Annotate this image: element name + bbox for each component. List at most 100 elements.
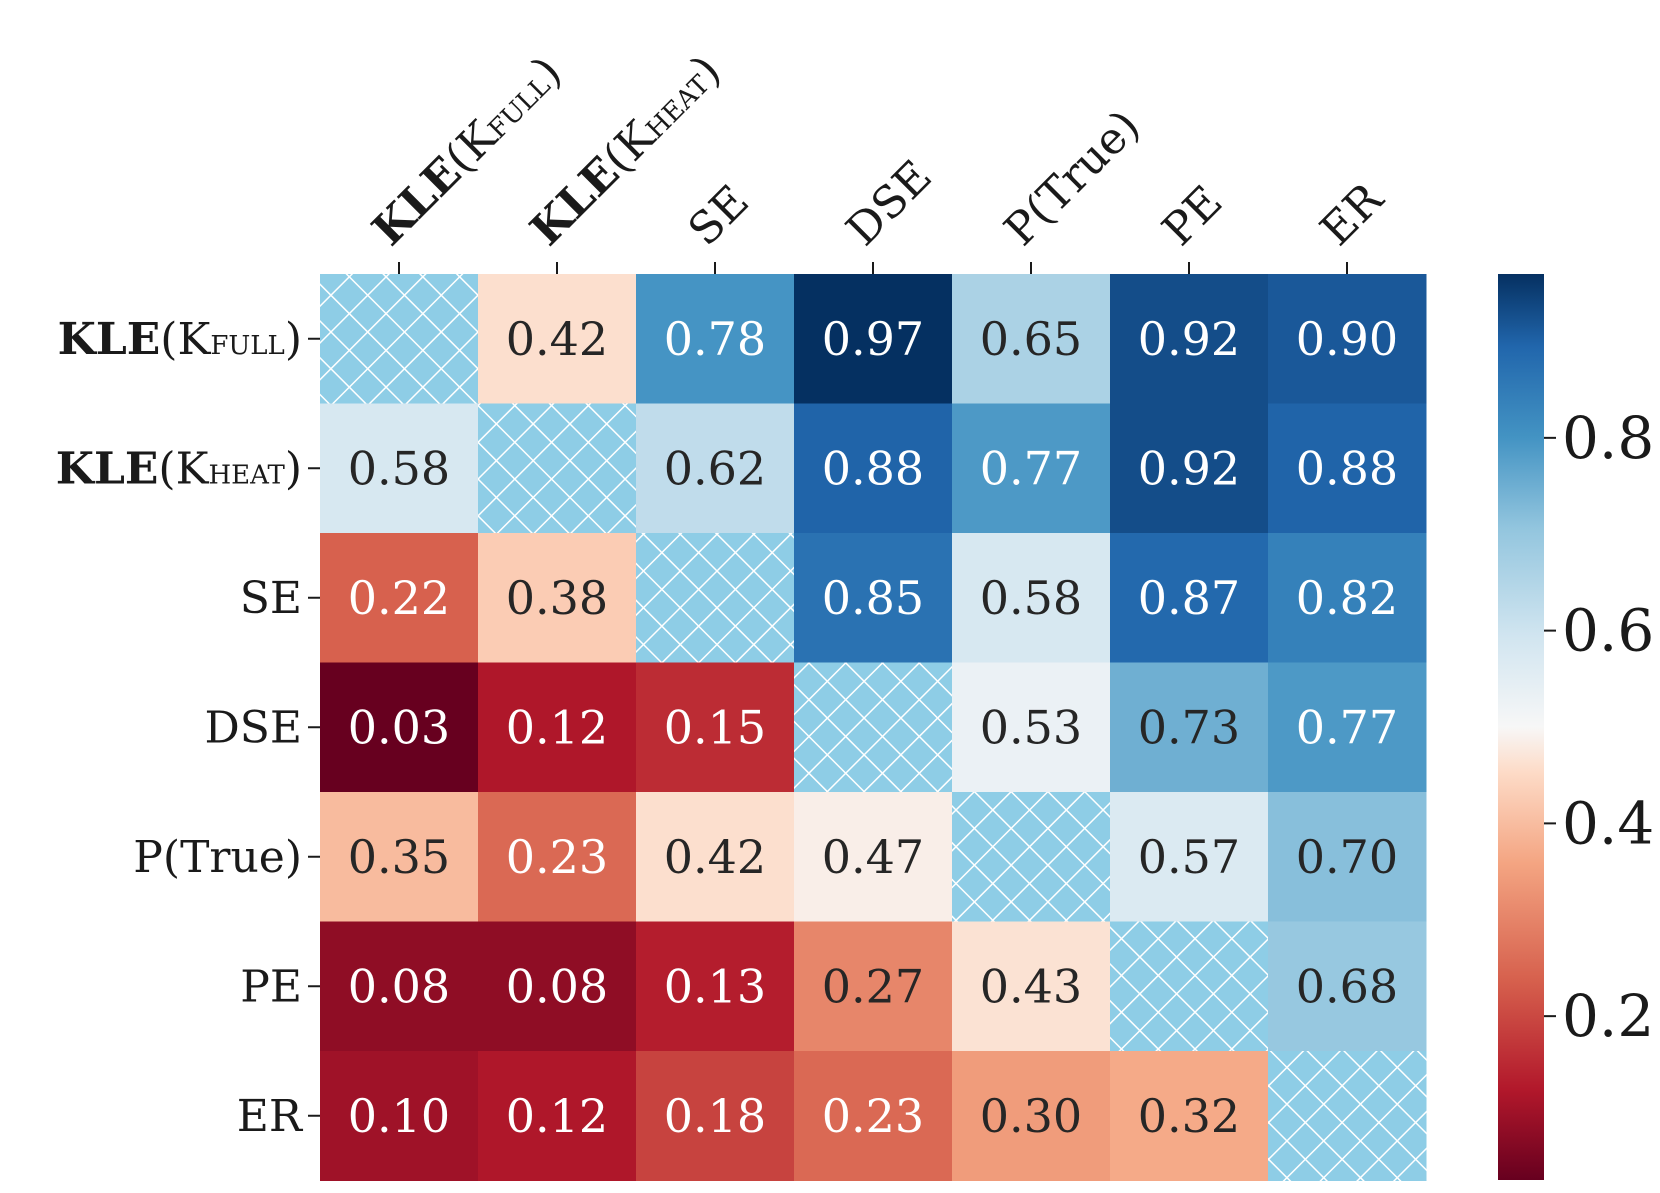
cell-value-label: 0.18	[664, 1089, 766, 1143]
label-main: DSE	[837, 151, 942, 256]
row-label: DSE	[204, 702, 302, 753]
cell-value-label: 0.62	[664, 441, 766, 495]
cell-value-label: 0.88	[822, 441, 924, 495]
heatmap-cell-diagonal	[794, 662, 953, 793]
cell-value-label: 0.65	[980, 312, 1082, 366]
colorbar-tick-label: 0.4	[1562, 789, 1654, 857]
cell-value-label: 0.92	[1138, 441, 1240, 495]
heatmap-cell	[952, 403, 1111, 534]
colorbar-ticks: 0.2 0.4 0.6 0.8	[1544, 404, 1654, 1050]
heatmap-cell	[952, 533, 1111, 663]
column-label: PE	[1153, 176, 1233, 256]
heatmap-cell	[1268, 403, 1427, 534]
heatmap-cell	[952, 921, 1111, 1052]
heatmap-cell	[1110, 274, 1269, 404]
heatmap-cell	[952, 662, 1111, 793]
cell-value-label: 0.03	[348, 700, 450, 754]
heatmap-cell-diagonal	[478, 403, 637, 534]
heatmap-cell	[320, 921, 479, 1052]
cell-value-label: 0.32	[1138, 1089, 1240, 1143]
cell-value-label: 0.13	[664, 959, 766, 1013]
label-subscript: FULL	[210, 331, 284, 361]
cell-value-label: 0.27	[822, 959, 924, 1013]
row-label: P(True)	[133, 832, 302, 883]
label-bold-prefix: KLE	[58, 314, 161, 365]
heatmap-cell	[1268, 792, 1427, 922]
heatmap-cell-diagonal	[320, 274, 479, 404]
colorbar-tick-label: 0.6	[1562, 597, 1654, 665]
cell-value-label: 0.10	[348, 1089, 450, 1143]
cell-value-label: 0.88	[1296, 441, 1398, 495]
heatmap-cell	[636, 921, 795, 1052]
label-suffix: )	[285, 443, 302, 494]
cell-value-label: 0.90	[1296, 312, 1398, 366]
heatmap-cell-diagonal	[636, 533, 795, 663]
heatmap-cell	[794, 274, 953, 404]
row-label: ER	[237, 1091, 304, 1142]
cell-value-label: 0.30	[980, 1089, 1082, 1143]
cell-value-label: 0.68	[1296, 959, 1398, 1013]
heatmap-cell	[1268, 662, 1427, 793]
heatmap-cell	[320, 1051, 479, 1181]
heatmap-cell	[952, 1051, 1111, 1181]
cell-value-label: 0.58	[980, 571, 1082, 625]
heatmap-cell	[1268, 533, 1427, 663]
heatmap-cell	[636, 1051, 795, 1181]
heatmap-cell	[1110, 533, 1269, 663]
colorbar: 0.2 0.4 0.6 0.8	[1498, 274, 1654, 1180]
heatmap-cell	[478, 1051, 637, 1181]
cell-value-label: 0.78	[664, 312, 766, 366]
cell-value-label: 0.77	[1296, 700, 1398, 754]
column-label: P(True)	[995, 100, 1150, 255]
cell-value-label: 0.53	[980, 700, 1082, 754]
cell-value-label: 0.38	[506, 571, 608, 625]
cell-value-label: 0.42	[506, 312, 608, 366]
column-label: DSE	[837, 151, 942, 256]
heatmap-cell-diagonal	[952, 792, 1111, 922]
cell-value-label: 0.08	[506, 959, 608, 1013]
cell-value-label: 0.23	[822, 1089, 924, 1143]
heatmap-cell	[320, 403, 479, 534]
cell-value-label: 0.73	[1138, 700, 1240, 754]
cell-value-label: 0.87	[1138, 571, 1240, 625]
heatmap-cell	[636, 274, 795, 404]
column-label: SE	[679, 176, 759, 256]
heatmap-cell	[1110, 662, 1269, 793]
heatmap-cell	[320, 533, 479, 663]
row-label: PE	[240, 961, 302, 1012]
cell-value-label: 0.15	[664, 700, 766, 754]
heatmap-cell	[1110, 792, 1269, 922]
cell-value-label: 0.85	[822, 571, 924, 625]
label-suffix: )	[285, 314, 302, 365]
cell-value-label: 0.12	[506, 1089, 608, 1143]
row-label: SE	[240, 573, 302, 624]
label-main: DSE	[204, 702, 302, 753]
colorbar-tick-label: 0.8	[1562, 404, 1654, 472]
label-main: P(True)	[133, 832, 302, 883]
cell-value-label: 0.77	[980, 441, 1082, 495]
heatmap-cell	[320, 662, 479, 793]
heatmap-cell	[478, 274, 637, 404]
heatmap-cell	[1268, 921, 1427, 1052]
heatmap-cell-diagonal	[1110, 921, 1269, 1052]
cell-value-label: 0.23	[506, 830, 608, 884]
heatmap-cell	[478, 533, 637, 663]
row-label: KLE(KHEAT)	[56, 443, 302, 494]
label-subscript: HEAT	[208, 460, 285, 490]
cell-value-label: 0.35	[348, 830, 450, 884]
cell-value-label: 0.57	[1138, 830, 1240, 884]
heatmap-cell	[478, 921, 637, 1052]
heatmap-cell	[794, 403, 953, 534]
colorbar-gradient	[1498, 274, 1544, 1180]
label-main: SE	[240, 573, 302, 624]
heatmap-cell	[794, 792, 953, 922]
heatmap-cell	[1268, 274, 1427, 404]
cell-value-label: 0.97	[822, 312, 924, 366]
label-main: (K	[158, 443, 209, 494]
label-bold-prefix: KLE	[56, 443, 159, 494]
heatmap-cell	[1110, 1051, 1269, 1181]
label-main: ER	[237, 1091, 304, 1142]
label-main: PE	[1153, 176, 1233, 256]
